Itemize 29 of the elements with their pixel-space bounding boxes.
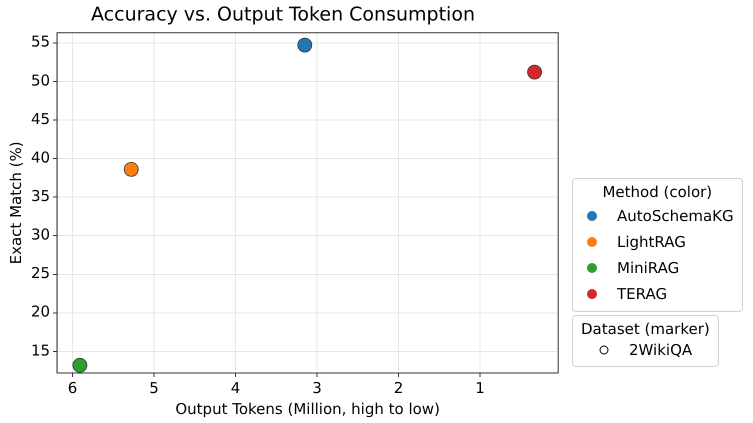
y-tick-label: 40 bbox=[30, 148, 50, 166]
point bbox=[72, 358, 88, 373]
text: 2WikiQA bbox=[629, 341, 692, 359]
legend-title: Method (color) bbox=[601, 183, 714, 201]
x-tick-label: 2 bbox=[394, 378, 404, 397]
y-tick-label: 20 bbox=[30, 302, 50, 321]
x-axis-title: Output Tokens (Million, high to low) bbox=[175, 400, 440, 418]
x-tick-label: 6 bbox=[68, 378, 78, 397]
x-tick-label: 4 bbox=[230, 378, 240, 397]
x-tick-label: 1 bbox=[475, 378, 485, 397]
y-tick-label: 25 bbox=[30, 264, 50, 282]
legend-label: MiniRAG bbox=[617, 259, 680, 277]
point bbox=[297, 38, 312, 53]
x-tick-label: 5 bbox=[149, 378, 159, 397]
legend-label: TERAG bbox=[617, 285, 668, 303]
y-tick-label: 30 bbox=[30, 226, 50, 244]
y-tick-label: 45 bbox=[30, 110, 50, 128]
point bbox=[527, 64, 542, 80]
y-tick-label: 35 bbox=[30, 187, 50, 206]
y-axis-title: Exact Match (%) bbox=[6, 141, 25, 264]
x-tick-label: 3 bbox=[312, 378, 322, 397]
point bbox=[124, 162, 139, 177]
text: Dataset (marker) bbox=[581, 320, 710, 338]
legend-label: LightRAG bbox=[617, 233, 686, 251]
chart-title: Accuracy vs. Output Token Consumption bbox=[91, 3, 475, 26]
y-tick-label: 55 bbox=[30, 32, 50, 51]
y-tick-label: 50 bbox=[30, 71, 50, 90]
legend-label: AutoSchemaKG bbox=[617, 207, 734, 225]
y-tick-label: 15 bbox=[30, 341, 50, 360]
